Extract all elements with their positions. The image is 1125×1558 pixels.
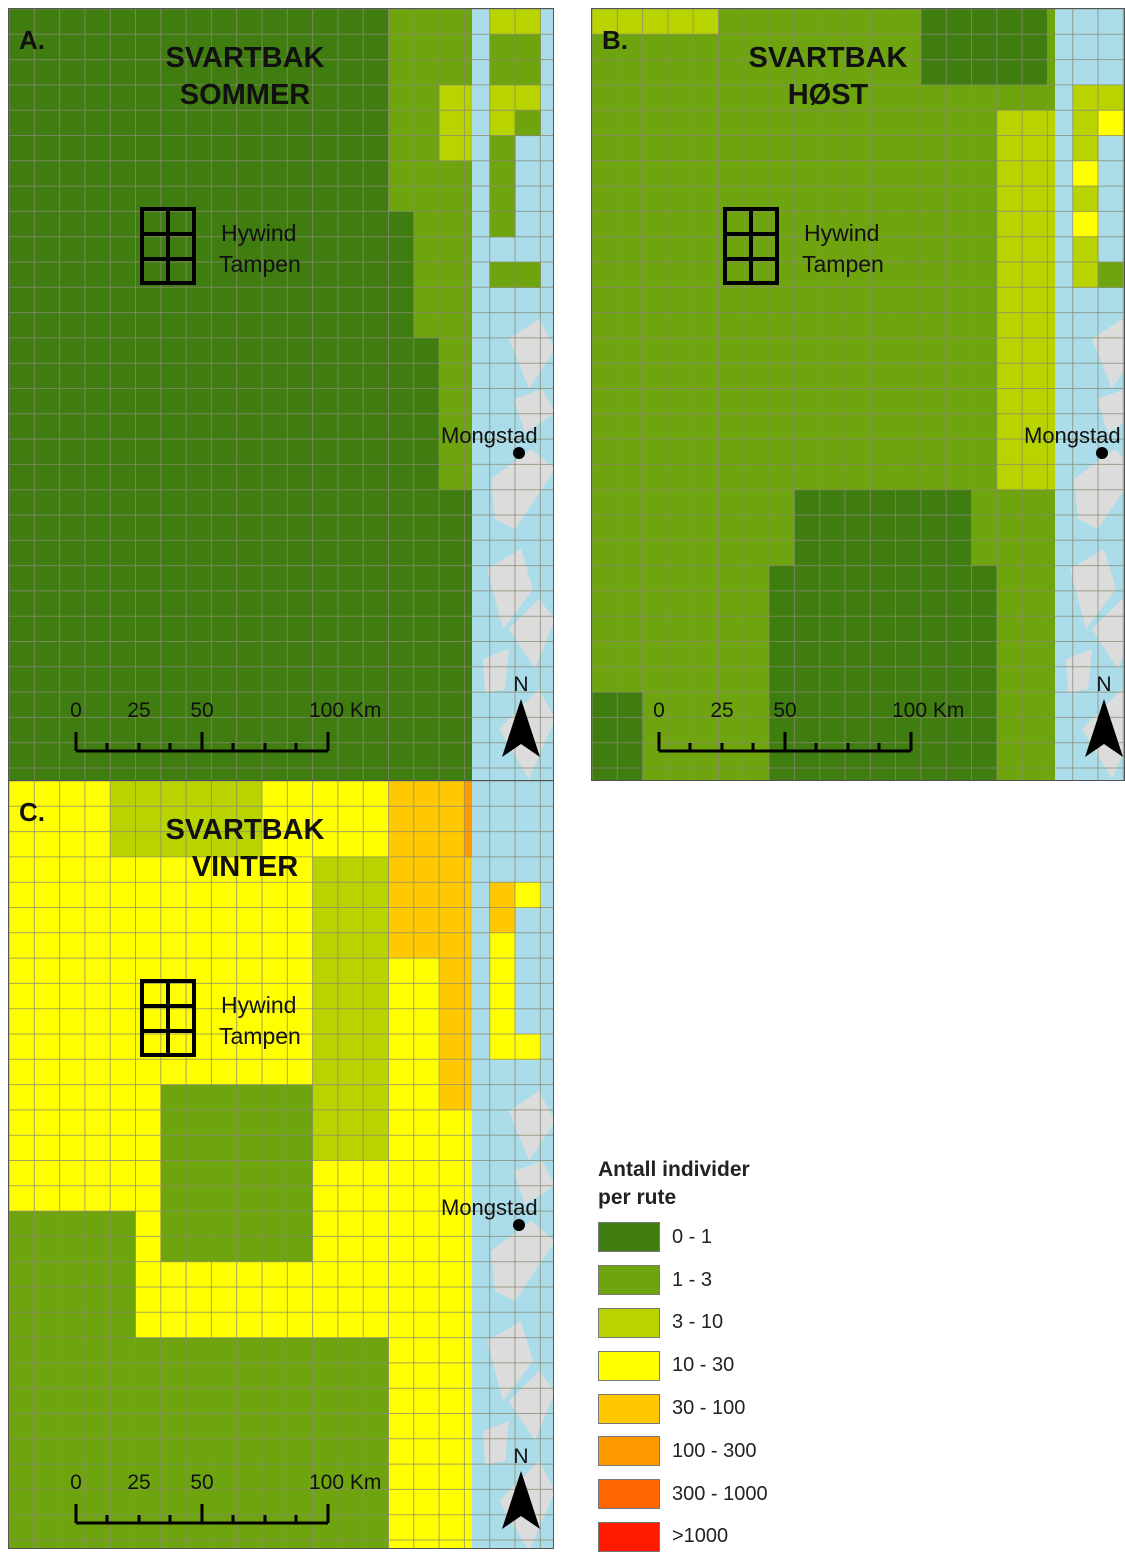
map-panel-winter: C. SVARTBAK VINTER Hywind Tampen Mongsta… xyxy=(8,780,554,1549)
mongstad-dot-icon xyxy=(513,447,525,459)
panel-letter: B. xyxy=(602,25,628,55)
legend-item: 1 - 3 xyxy=(598,1259,858,1302)
site-label-tampen: Tampen xyxy=(802,251,884,277)
legend-swatch xyxy=(598,1265,660,1296)
grid-lines xyxy=(592,9,1124,780)
scale-tick-label: 0 xyxy=(70,699,82,722)
legend-item: 10 - 30 xyxy=(598,1344,858,1387)
hywind-tampen-site-icon xyxy=(723,207,779,285)
scale-tick-label: 0 xyxy=(70,1471,82,1494)
map-canvas: C. SVARTBAK VINTER Hywind Tampen Mongsta… xyxy=(9,781,553,1548)
mongstad-dot-icon xyxy=(1096,447,1108,459)
map-panel-summer: A. SVARTBAK SOMMER Hywind Tampen Mongsta… xyxy=(8,8,554,781)
scale-end-label: 100 Km xyxy=(309,1471,381,1494)
coastal-sea xyxy=(1055,9,1124,780)
north-arrow-icon: N xyxy=(502,673,540,757)
north-arrow-icon: N xyxy=(1085,673,1123,757)
coastal-sea xyxy=(472,9,553,780)
legend-swatch xyxy=(598,1393,660,1424)
scale-bar: 0 25 50 100 Km xyxy=(70,699,381,753)
coastal-sea xyxy=(472,781,553,1548)
panel-letter: C. xyxy=(19,797,45,827)
map-panel-autumn: B. SVARTBAK HØST Hywind Tampen Mongstad … xyxy=(591,8,1125,781)
north-label: N xyxy=(513,673,528,696)
scale-tick-label: 50 xyxy=(190,699,213,722)
place-label-mongstad: Mongstad xyxy=(441,1195,538,1220)
legend-label: 1 - 3 xyxy=(672,1268,713,1291)
north-label: N xyxy=(1096,673,1111,696)
density-grid xyxy=(9,781,553,1548)
panel-title-line1: SVARTBAK xyxy=(166,42,325,74)
legend-swatch xyxy=(598,1521,660,1552)
legend-label: 10 - 30 xyxy=(672,1354,735,1377)
legend-label: 100 - 300 xyxy=(672,1439,757,1462)
legend-swatch xyxy=(598,1479,660,1510)
site-label-hywind: Hywind xyxy=(221,992,296,1018)
density-grid xyxy=(592,9,1124,780)
scale-tick-label: 50 xyxy=(190,1471,213,1494)
scale-bar: 0 25 50 100 Km xyxy=(70,1471,381,1525)
legend-item: >1000 xyxy=(598,1516,858,1558)
map-canvas: B. SVARTBAK HØST Hywind Tampen Mongstad … xyxy=(592,9,1124,780)
mongstad-dot-icon xyxy=(513,1219,525,1231)
scale-tick-label: 0 xyxy=(653,699,665,722)
scale-end-label: 100 Km xyxy=(892,699,964,722)
legend-label: 0 - 1 xyxy=(672,1225,713,1248)
legend-item: 100 - 300 xyxy=(598,1430,858,1473)
scale-tick-label: 25 xyxy=(710,699,733,722)
panel-title-line1: SVARTBAK xyxy=(749,42,908,74)
legend-item: 0 - 1 xyxy=(598,1216,858,1259)
place-label-mongstad: Mongstad xyxy=(441,423,538,448)
north-label: N xyxy=(513,1445,528,1468)
legend-label: 300 - 1000 xyxy=(672,1482,768,1505)
legend-title-line2: per rute xyxy=(598,1186,677,1209)
legend-swatch xyxy=(598,1307,660,1338)
panel-title-line1: SVARTBAK xyxy=(166,814,325,846)
scale-tick-label: 25 xyxy=(127,1471,150,1494)
legend-label: >1000 xyxy=(672,1525,729,1548)
legend-item: 3 - 10 xyxy=(598,1302,858,1345)
hywind-tampen-site-icon xyxy=(140,979,196,1057)
map-canvas: A. SVARTBAK SOMMER Hywind Tampen Mongsta… xyxy=(9,9,553,780)
panel-letter: A. xyxy=(19,25,45,55)
legend-title-line1: Antall individer xyxy=(598,1158,750,1181)
panel-title-line2: VINTER xyxy=(192,851,298,883)
panel-title-line2: SOMMER xyxy=(180,79,311,111)
site-label-tampen: Tampen xyxy=(219,1023,301,1049)
grid-lines xyxy=(9,9,553,780)
legend-swatch xyxy=(598,1436,660,1467)
legend-label: 30 - 100 xyxy=(672,1397,746,1420)
legend-label: 3 - 10 xyxy=(672,1311,724,1334)
scale-bar: 0 25 50 100 Km xyxy=(653,699,964,753)
legend-swatch xyxy=(598,1222,660,1253)
site-label-tampen: Tampen xyxy=(219,251,301,277)
legend-swatch xyxy=(598,1350,660,1381)
legend-item: 300 - 1000 xyxy=(598,1473,858,1516)
scale-tick-label: 50 xyxy=(773,699,796,722)
place-label-mongstad: Mongstad xyxy=(1024,423,1121,448)
map-legend: Antall individer per rute 0 - 1 1 - 3 3 … xyxy=(598,1156,858,1558)
site-label-hywind: Hywind xyxy=(804,220,879,246)
scale-tick-label: 25 xyxy=(127,699,150,722)
hywind-tampen-site-icon xyxy=(140,207,196,285)
legend-item: 30 - 100 xyxy=(598,1387,858,1430)
scale-end-label: 100 Km xyxy=(309,699,381,722)
site-label-hywind: Hywind xyxy=(221,220,296,246)
panel-title-line2: HØST xyxy=(788,79,869,111)
north-arrow-icon: N xyxy=(502,1445,540,1529)
grid-lines xyxy=(9,781,553,1548)
